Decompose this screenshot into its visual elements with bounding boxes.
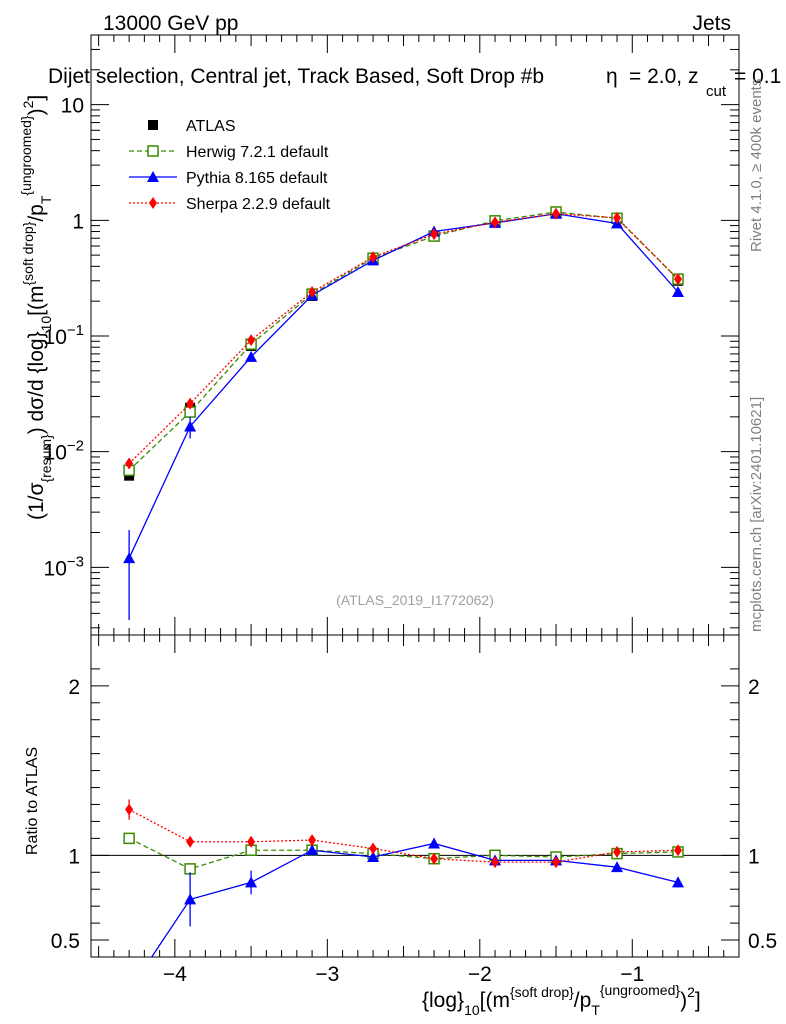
sherpa-point (674, 273, 683, 286)
sherpa-point (247, 334, 256, 347)
legend-label: ATLAS (186, 118, 236, 135)
sherpa-point (369, 251, 378, 264)
y-tick-label: 10−2 (44, 438, 84, 465)
sherpa-point (552, 207, 561, 220)
legend-swatch-marker (147, 145, 159, 157)
sherpa-ratio-point (247, 835, 256, 848)
x-axis-label: {log}10[(m{soft drop}/pT{ungroomed})2] (422, 982, 701, 1018)
sherpa-point (430, 228, 439, 241)
herwig-line (128, 211, 679, 471)
sherpa-ratio-point (308, 834, 317, 847)
ratio-y-tick-label-right: 1 (748, 845, 760, 868)
sherpa-ratio-point (674, 844, 683, 857)
sherpa-point (186, 397, 195, 410)
pythia-point (184, 420, 197, 432)
ratio-panel-series (123, 799, 685, 996)
category-label: Jets (692, 12, 731, 35)
legend-item-herwig: Herwig 7.2.1 default (129, 144, 329, 161)
pythia-ratio-point (184, 893, 197, 905)
sherpa-ratio-point (491, 856, 500, 869)
sherpa-ratio-point (613, 845, 622, 858)
sherpa-point (125, 457, 134, 470)
main-panel-series (123, 206, 685, 621)
y-tick-label: 10−1 (44, 322, 84, 349)
x-tick-label: −2 (468, 963, 492, 986)
sherpa-line (128, 213, 679, 464)
legend-swatch-marker (147, 171, 159, 182)
ratio-y-tick-label-right: 2 (748, 676, 760, 699)
sherpa-ratio-point (369, 842, 378, 855)
x-tick-label: −1 (620, 963, 644, 986)
pythia-ratio-point (245, 876, 258, 888)
data-layer (123, 206, 685, 996)
y-tick-label: 10 (61, 95, 84, 118)
pythia-ratio-point (306, 844, 319, 856)
plot-title-eta: η (606, 65, 618, 88)
legend-item-pythia: Pythia 8.165 default (129, 170, 328, 187)
y-tick-label: 10−3 (44, 553, 84, 580)
sherpa-point (491, 216, 500, 229)
ratio-y-tick-label: 2 (68, 676, 80, 699)
sherpa-ratio-line (128, 808, 679, 863)
x-tick-label: −4 (163, 963, 187, 986)
legend-label: Sherpa 2.2.9 default (186, 196, 331, 213)
rivet-label: Rivet 4.1.0, ≥ 400k events (748, 79, 765, 252)
y-tick-label: 1 (72, 210, 84, 233)
pythia-ratio-point (123, 985, 135, 996)
pythia-point (245, 350, 258, 362)
sherpa-ratio-point (552, 856, 561, 869)
pythia-ratio-point (367, 851, 380, 863)
legend-item-atlas: ATLAS (148, 118, 236, 135)
pythia-line (128, 213, 679, 559)
sherpa-point (308, 286, 317, 299)
legend-item-sherpa: Sherpa 2.2.9 default (129, 196, 331, 213)
pythia-point (672, 286, 685, 298)
x-tick-label: −3 (315, 963, 339, 986)
plot-title-suffix: = 2.0, z (629, 65, 698, 88)
ratio-panel-frame (90, 634, 740, 958)
energy-label: 13000 GeV pp (103, 12, 238, 35)
pythia-ratio-point (428, 837, 441, 849)
plot-title-cut-sub: cut (706, 83, 727, 100)
herwig-ratio-point (123, 832, 135, 845)
pythia-ratio-point (611, 861, 624, 873)
legend: ATLAS Herwig 7.2.1 default Pythia 8.165 de… (129, 118, 331, 213)
ratio-y-axis-label: Ratio to ATLAS (24, 747, 41, 855)
sherpa-ratio-point (186, 835, 195, 848)
plot-title: Dijet selection, Central jet, Track Base… (48, 65, 781, 100)
ratio-y-tick-label-right: 0.5 (748, 930, 777, 953)
ticks-layer: −4 −3 −2 −1 10−3 10−2 10−1 1 10 0.5 0.5 1 1 2 2 (44, 34, 777, 986)
pythia-ratio-line (150, 842, 679, 957)
pythia-point (123, 552, 136, 564)
sherpa-ratio-point (430, 852, 439, 865)
ratio-y-tick-label: 1 (68, 845, 80, 868)
legend-swatch-marker (148, 120, 158, 130)
sherpa-ratio-point (125, 803, 134, 816)
mcplots-label: mcplots.cern.ch [arXiv:2401.10621] (748, 397, 765, 632)
legend-swatch-marker (149, 197, 157, 209)
pythia-ratio-point (672, 876, 685, 888)
plot-title-main: Dijet selection, Central jet, Track Base… (48, 65, 544, 88)
analysis-id-label: (ATLAS_2019_I1772062) (336, 592, 494, 608)
ratio-y-tick-label: 0.5 (51, 930, 80, 953)
legend-label: Pythia 8.165 default (186, 170, 328, 187)
sherpa-point (613, 211, 622, 224)
herwig-ratio-line (128, 837, 679, 870)
plot-title-end: = 0.1 (734, 65, 781, 88)
main-y-axis-label: (1/σ{resum}) dσ/d {log}10[(m{soft drop}/… (18, 95, 54, 520)
legend-label: Herwig 7.2.1 default (186, 144, 329, 161)
